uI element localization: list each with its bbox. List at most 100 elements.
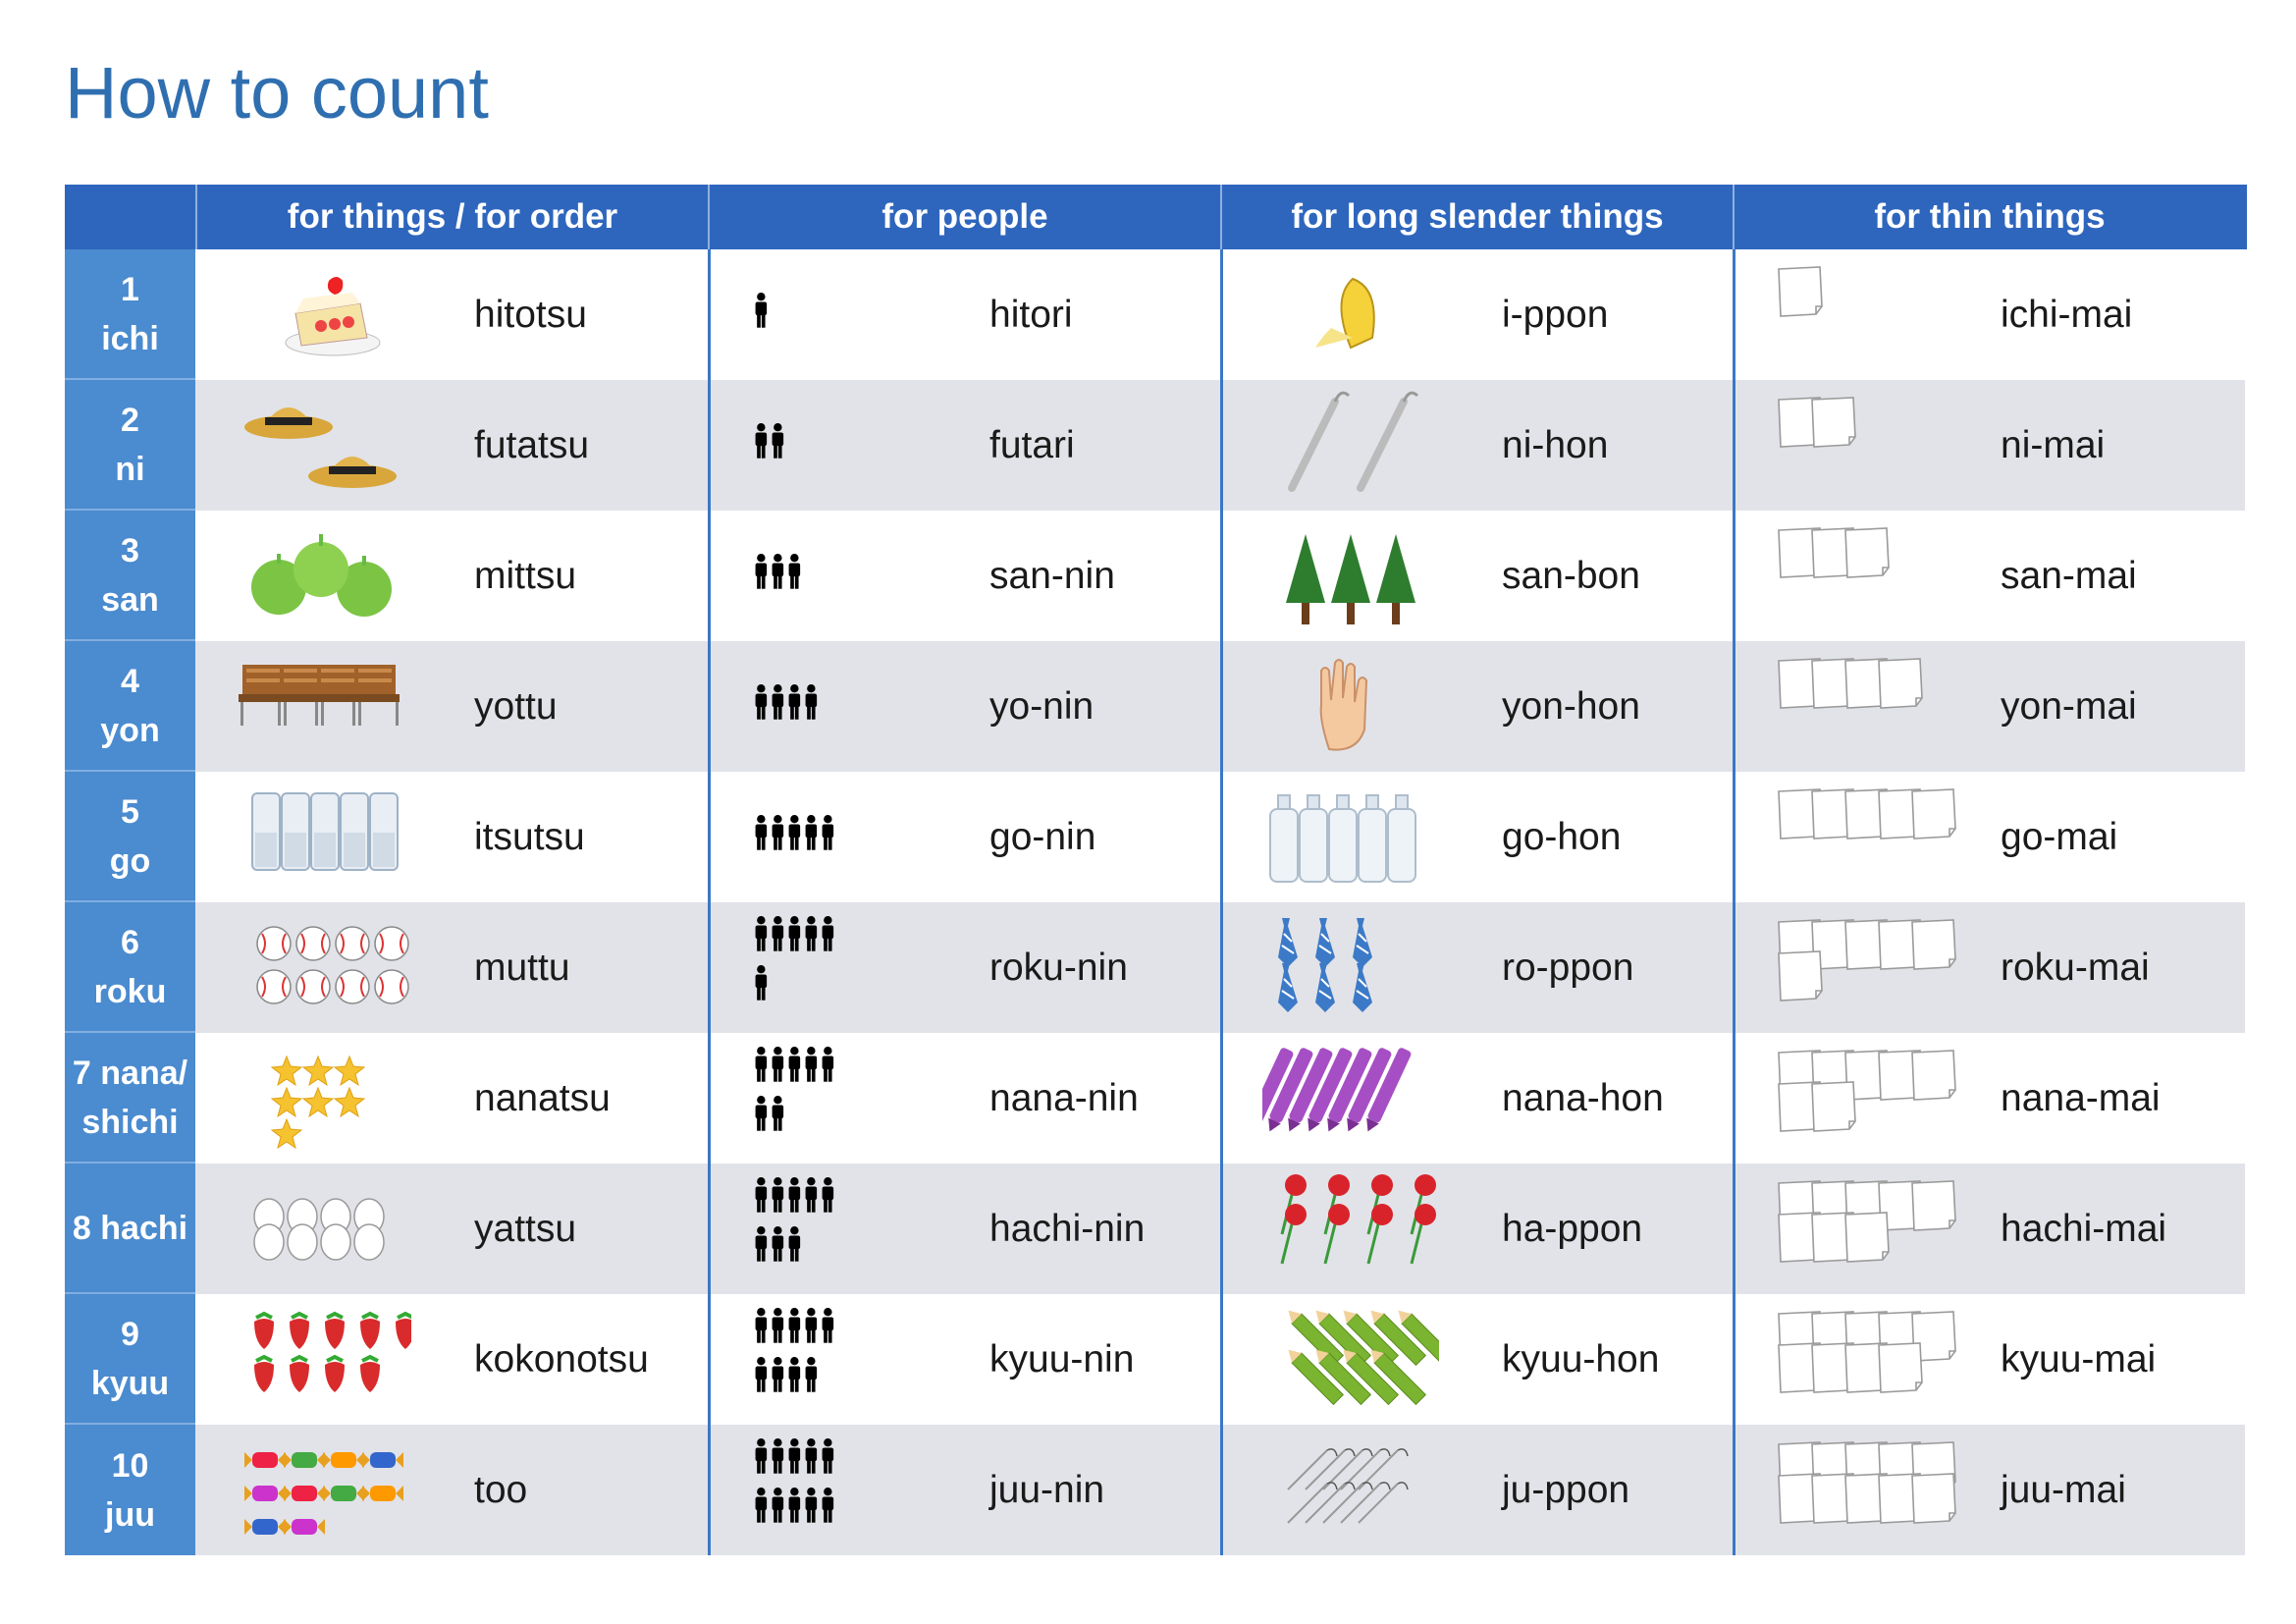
row-number: 8 hachi (65, 1164, 195, 1294)
cell-people: roku-nin (708, 902, 1220, 1033)
glass-icon (235, 782, 411, 893)
row-number: 3 san (65, 511, 195, 641)
cell-people: futari (708, 380, 1220, 511)
counter-word: nana-hon (1502, 1076, 1664, 1119)
counter-word: ni-mai (2001, 423, 2106, 466)
counter-word: roku-mai (2001, 946, 2150, 989)
chair-icon (235, 651, 411, 762)
row-number-digit: 8 hachi (72, 1209, 188, 1247)
cell-people: hachi-nin (708, 1164, 1220, 1294)
person-icon (750, 651, 927, 762)
counter-word: yattsu (474, 1207, 577, 1250)
cell-thin: kyuu-mai (1733, 1294, 2245, 1425)
table-row: 10 juu too (65, 1425, 2247, 1555)
cell-long: ju-ppon (1220, 1425, 1733, 1555)
row-number-reading: go (109, 841, 151, 880)
counter-word: yottu (474, 684, 558, 728)
person-icon (750, 912, 927, 1023)
pen-icon (1249, 1043, 1439, 1154)
cell-thin: go-mai (1733, 772, 2245, 902)
row-number: 10 juu (65, 1425, 195, 1555)
cell-thin: yon-mai (1733, 641, 2245, 772)
cell-thin: hachi-mai (1733, 1164, 2245, 1294)
counter-word: kyuu-nin (989, 1337, 1135, 1380)
bottle-icon (1262, 782, 1439, 893)
cell-people: yo-nin (708, 641, 1220, 772)
row-number-reading: juu (105, 1495, 155, 1534)
row-number-digit: 4 (121, 662, 139, 700)
paper-icon (1771, 912, 1987, 1023)
person-icon (750, 390, 927, 501)
cell-things: muttu (195, 902, 708, 1033)
person-icon (750, 782, 927, 893)
star-icon (235, 1043, 411, 1154)
counter-word: hachi-mai (2001, 1207, 2167, 1250)
header-thin: for thin things (1733, 185, 2245, 249)
row-number-digit: 7 nana/ (72, 1054, 188, 1092)
row-number-digit: 6 (121, 923, 139, 961)
cell-things: nanatsu (195, 1033, 708, 1164)
paper-icon (1771, 651, 1987, 762)
cell-people: kyuu-nin (708, 1294, 1220, 1425)
counter-word: juu-mai (2001, 1468, 2126, 1511)
table-row: 8 hachi yattsu hac (65, 1164, 2247, 1294)
row-number: 9 kyuu (65, 1294, 195, 1425)
counter-word: mittsu (474, 554, 577, 597)
row-number-reading: kyuu (90, 1364, 170, 1402)
tree-icon (1262, 520, 1439, 631)
person-icon (750, 1304, 927, 1415)
row-number-digit: 10 (111, 1446, 149, 1485)
cell-long: san-bon (1220, 511, 1733, 641)
table-row: 5 go itsutsu go-nin go-hon go-mai (65, 772, 2247, 902)
counter-word: futari (989, 423, 1075, 466)
cell-long: ro-ppon (1220, 902, 1733, 1033)
row-number-reading: san (101, 580, 159, 619)
row-number-reading: roku (93, 972, 167, 1010)
table-row: 7 nana/shichi nanatsu nana-nin nana-hon nan (65, 1033, 2247, 1164)
counting-table: for things / for order for people for lo… (65, 185, 2247, 1555)
counter-word: roku-nin (989, 946, 1128, 989)
cell-thin: juu-mai (1733, 1425, 2245, 1555)
cell-thin: roku-mai (1733, 902, 2245, 1033)
person-icon (750, 1435, 927, 1545)
cell-things: futatsu (195, 380, 708, 511)
cell-people: nana-nin (708, 1033, 1220, 1164)
pencil-icon (1262, 1304, 1455, 1415)
cell-thin: nana-mai (1733, 1033, 2245, 1164)
finger-icon (1262, 651, 1439, 762)
paper-icon (1771, 390, 1987, 501)
cell-long: kyuu-hon (1220, 1294, 1733, 1425)
counter-word: nanatsu (474, 1076, 611, 1119)
row-number: 2 ni (65, 380, 195, 511)
counter-word: too (474, 1468, 528, 1511)
counter-word: muttu (474, 946, 570, 989)
row-number: 1 ichi (65, 249, 195, 380)
paper-icon (1771, 1173, 1987, 1284)
table-row: 1 ichi hitotsu hitori i-ppon ichi-mai (65, 249, 2247, 380)
counter-word: ni-hon (1502, 423, 1609, 466)
counter-word: hitotsu (474, 293, 587, 336)
counter-word: kyuu-mai (2001, 1337, 2157, 1380)
rose-icon (1262, 1173, 1439, 1284)
row-number: 4 yon (65, 641, 195, 772)
paper-icon (1771, 259, 1987, 370)
counter-word: go-hon (1502, 815, 1622, 858)
cell-things: too (195, 1425, 708, 1555)
person-icon (750, 520, 927, 631)
cell-long: i-ppon (1220, 249, 1733, 380)
counter-word: san-mai (2001, 554, 2137, 597)
cake-icon (235, 259, 411, 370)
cell-thin: ni-mai (1733, 380, 2245, 511)
cell-long: nana-hon (1220, 1033, 1733, 1164)
cell-thin: san-mai (1733, 511, 2245, 641)
cell-people: san-nin (708, 511, 1220, 641)
header-long-slender: for long slender things (1220, 185, 1733, 249)
cell-people: juu-nin (708, 1425, 1220, 1555)
row-number-reading: ichi (101, 319, 159, 357)
counter-word: hachi-nin (989, 1207, 1146, 1250)
hat-icon (235, 390, 411, 501)
page-title: How to count (65, 52, 489, 134)
row-number: 5 go (65, 772, 195, 902)
counter-word: go-mai (2001, 815, 2118, 858)
person-icon (750, 259, 927, 370)
